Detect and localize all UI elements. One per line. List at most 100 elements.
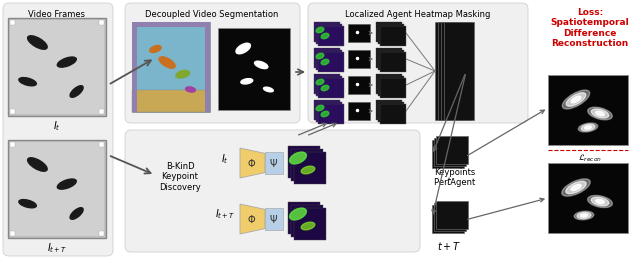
Bar: [132, 22, 210, 27]
Bar: [376, 100, 402, 120]
Bar: [314, 48, 340, 68]
Ellipse shape: [588, 107, 612, 120]
Text: Video Frames: Video Frames: [29, 10, 86, 19]
Bar: [294, 208, 326, 240]
Ellipse shape: [316, 53, 324, 59]
Bar: [318, 52, 344, 72]
Bar: [10, 20, 15, 25]
Bar: [316, 24, 342, 44]
Ellipse shape: [574, 211, 594, 220]
Text: $I_t$: $I_t$: [53, 119, 61, 133]
Ellipse shape: [571, 96, 581, 103]
Ellipse shape: [566, 93, 586, 106]
Bar: [435, 22, 465, 120]
FancyBboxPatch shape: [3, 3, 113, 256]
Ellipse shape: [255, 61, 268, 69]
Text: $\Psi$: $\Psi$: [269, 157, 278, 169]
Bar: [10, 142, 15, 147]
Bar: [318, 26, 344, 46]
Bar: [291, 149, 323, 181]
Bar: [288, 146, 320, 178]
Ellipse shape: [176, 70, 189, 78]
Bar: [316, 102, 342, 122]
Ellipse shape: [588, 196, 612, 207]
Polygon shape: [240, 204, 265, 234]
Bar: [348, 102, 370, 120]
Bar: [348, 76, 370, 94]
Bar: [10, 142, 104, 236]
Ellipse shape: [301, 222, 315, 230]
Ellipse shape: [19, 200, 36, 208]
Bar: [316, 50, 342, 70]
Text: $\Phi$: $\Phi$: [248, 213, 257, 225]
FancyBboxPatch shape: [125, 130, 420, 252]
Bar: [434, 203, 466, 231]
Bar: [548, 163, 628, 233]
Bar: [378, 50, 404, 70]
Ellipse shape: [321, 85, 329, 91]
Text: Keypoints
Per Agent: Keypoints Per Agent: [435, 168, 476, 188]
Ellipse shape: [70, 86, 83, 97]
Bar: [378, 24, 404, 44]
Bar: [432, 205, 464, 233]
Ellipse shape: [28, 158, 47, 171]
Ellipse shape: [289, 152, 307, 164]
Ellipse shape: [28, 36, 47, 49]
Ellipse shape: [236, 43, 250, 54]
Ellipse shape: [316, 105, 324, 111]
Bar: [548, 75, 628, 145]
Text: $\Psi$: $\Psi$: [269, 213, 278, 225]
Bar: [318, 78, 344, 98]
Bar: [378, 102, 404, 122]
Bar: [205, 22, 210, 112]
Text: $I_{t+T}$: $I_{t+T}$: [47, 241, 67, 255]
Bar: [380, 104, 406, 124]
Text: $\mathcal{L}_{recon}$: $\mathcal{L}_{recon}$: [578, 152, 602, 163]
Bar: [348, 50, 370, 68]
Bar: [436, 136, 468, 164]
Bar: [380, 52, 406, 72]
Ellipse shape: [301, 166, 315, 174]
Bar: [376, 22, 402, 42]
Bar: [218, 28, 290, 110]
Text: $t+T$: $t+T$: [437, 240, 461, 252]
Bar: [132, 22, 137, 112]
Ellipse shape: [58, 179, 76, 189]
Bar: [318, 104, 344, 124]
Ellipse shape: [70, 208, 83, 219]
Bar: [376, 48, 402, 68]
Bar: [10, 20, 104, 114]
Bar: [438, 22, 468, 120]
Text: $\Phi$: $\Phi$: [248, 157, 257, 169]
Bar: [288, 202, 320, 234]
Bar: [99, 109, 104, 114]
Bar: [441, 22, 471, 120]
Ellipse shape: [591, 109, 609, 118]
Bar: [8, 140, 106, 238]
Bar: [434, 138, 466, 166]
Bar: [265, 152, 283, 174]
Bar: [99, 20, 104, 25]
Ellipse shape: [316, 79, 324, 85]
Bar: [99, 231, 104, 236]
Ellipse shape: [563, 90, 589, 109]
Text: Decoupled Video Segmentation: Decoupled Video Segmentation: [145, 10, 278, 19]
Text: Loss:
Spatiotemporal
Difference
Reconstruction: Loss: Spatiotemporal Difference Reconstr…: [550, 8, 629, 48]
Ellipse shape: [19, 78, 36, 86]
Ellipse shape: [566, 181, 586, 194]
Text: B-KinD
Keypoint
Discovery: B-KinD Keypoint Discovery: [159, 162, 201, 192]
Ellipse shape: [596, 199, 604, 204]
Ellipse shape: [571, 184, 581, 191]
FancyBboxPatch shape: [125, 3, 300, 123]
Text: $I_t$: $I_t$: [221, 152, 229, 166]
Bar: [432, 140, 464, 168]
Bar: [294, 152, 326, 184]
Bar: [314, 100, 340, 120]
Ellipse shape: [321, 111, 329, 117]
Bar: [316, 76, 342, 96]
Ellipse shape: [579, 123, 598, 132]
Bar: [291, 205, 323, 237]
Ellipse shape: [159, 57, 175, 68]
Ellipse shape: [264, 87, 273, 92]
Bar: [376, 74, 402, 94]
